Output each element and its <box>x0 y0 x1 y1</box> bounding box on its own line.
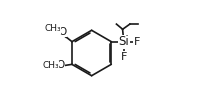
Text: O: O <box>56 60 65 70</box>
Text: Si: Si <box>118 35 129 48</box>
Text: F: F <box>120 52 127 62</box>
Text: O: O <box>58 27 67 37</box>
Text: CH₃: CH₃ <box>42 61 59 70</box>
Text: CH₃: CH₃ <box>45 24 61 33</box>
Text: F: F <box>134 37 140 47</box>
